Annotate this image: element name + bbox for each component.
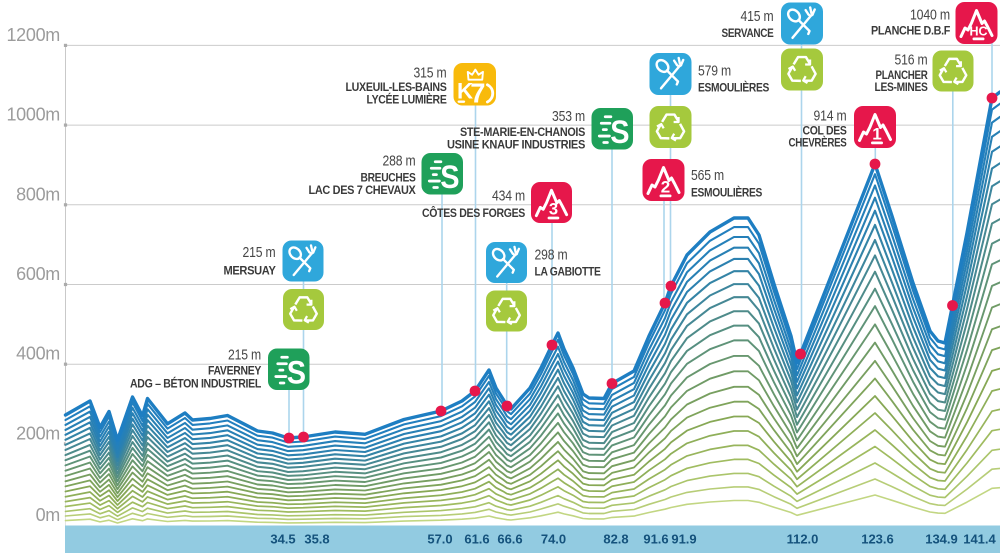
svg-text:215 m: 215 m [228, 348, 261, 364]
svg-text:415 m: 415 m [741, 9, 774, 25]
svg-text:2: 2 [661, 178, 670, 197]
svg-text:91.9: 91.9 [671, 532, 696, 547]
svg-text:1000m: 1000m [6, 105, 60, 125]
svg-text:MERSUAY: MERSUAY [224, 265, 277, 278]
svg-text:HC: HC [969, 25, 987, 39]
svg-text:S: S [287, 354, 306, 391]
svg-text:STE-MARIE-EN-CHANOIS: STE-MARIE-EN-CHANOIS [460, 126, 586, 139]
svg-text:200m: 200m [16, 423, 60, 443]
svg-text:7: 7 [470, 77, 485, 108]
svg-text:61.6: 61.6 [464, 532, 489, 547]
svg-text:565 m: 565 m [691, 168, 724, 184]
svg-text:ESMOULIÈRES: ESMOULIÈRES [698, 82, 770, 95]
svg-text:LAC DES 7 CHEVAUX: LAC DES 7 CHEVAUX [309, 184, 417, 197]
svg-text:USINE KNAUF INDUSTRIES: USINE KNAUF INDUSTRIES [447, 139, 586, 152]
svg-text:134.9: 134.9 [925, 532, 958, 547]
svg-text:LES-MINES: LES-MINES [875, 81, 929, 94]
svg-text:PLANCHER: PLANCHER [876, 69, 929, 82]
svg-text:LUXEUIL-LES-BAINS: LUXEUIL-LES-BAINS [346, 81, 448, 94]
svg-text:CÔTES DES FORGES: CÔTES DES FORGES [422, 207, 526, 220]
svg-text:315 m: 315 m [414, 66, 447, 82]
svg-text:K: K [457, 78, 473, 103]
svg-text:353 m: 353 m [552, 109, 585, 125]
svg-text:1: 1 [872, 125, 881, 144]
svg-text:74.0: 74.0 [541, 532, 566, 547]
svg-text:3: 3 [549, 200, 558, 219]
svg-text:S: S [440, 158, 459, 195]
svg-text:516 m: 516 m [895, 53, 928, 69]
svg-text:123.6: 123.6 [861, 532, 894, 547]
svg-text:LA GABIOTTE: LA GABIOTTE [535, 266, 602, 279]
svg-text:PLANCHE D.B.F: PLANCHE D.B.F [871, 25, 950, 38]
svg-text:34.5: 34.5 [270, 532, 295, 547]
svg-text:914 m: 914 m [814, 109, 847, 125]
svg-text:57.0: 57.0 [427, 532, 452, 547]
svg-text:FAVERNEY: FAVERNEY [208, 365, 262, 378]
svg-text:1040 m: 1040 m [910, 8, 950, 24]
svg-text:800m: 800m [16, 184, 60, 204]
svg-text:288 m: 288 m [383, 154, 416, 170]
svg-text:COL DES: COL DES [803, 125, 848, 138]
svg-text:CHEVRÈRES: CHEVRÈRES [789, 137, 848, 150]
svg-text:35.8: 35.8 [304, 532, 329, 547]
svg-text:82.8: 82.8 [603, 532, 628, 547]
svg-text:434 m: 434 m [492, 189, 525, 205]
svg-text:298 m: 298 m [535, 248, 568, 264]
svg-text:ADG – BÉTON INDUSTRIEL: ADG – BÉTON INDUSTRIEL [130, 378, 261, 391]
svg-text:600m: 600m [16, 264, 60, 284]
svg-text:579 m: 579 m [698, 64, 731, 80]
svg-text:112.0: 112.0 [787, 532, 819, 547]
svg-text:ESMOULIÈRES: ESMOULIÈRES [691, 187, 763, 200]
svg-text:141.4: 141.4 [963, 532, 996, 547]
svg-text:BREUCHES: BREUCHES [361, 172, 417, 185]
svg-text:S: S [610, 113, 629, 150]
svg-text:91.6: 91.6 [643, 532, 668, 547]
svg-text:400m: 400m [16, 344, 60, 364]
svg-text:0m: 0m [36, 505, 60, 525]
svg-text:66.6: 66.6 [497, 532, 522, 547]
svg-text:215 m: 215 m [243, 245, 276, 261]
svg-text:1200m: 1200m [6, 25, 60, 45]
svg-text:SERVANCE: SERVANCE [722, 27, 775, 40]
svg-text:LYCÉE LUMIÈRE: LYCÉE LUMIÈRE [367, 94, 448, 107]
